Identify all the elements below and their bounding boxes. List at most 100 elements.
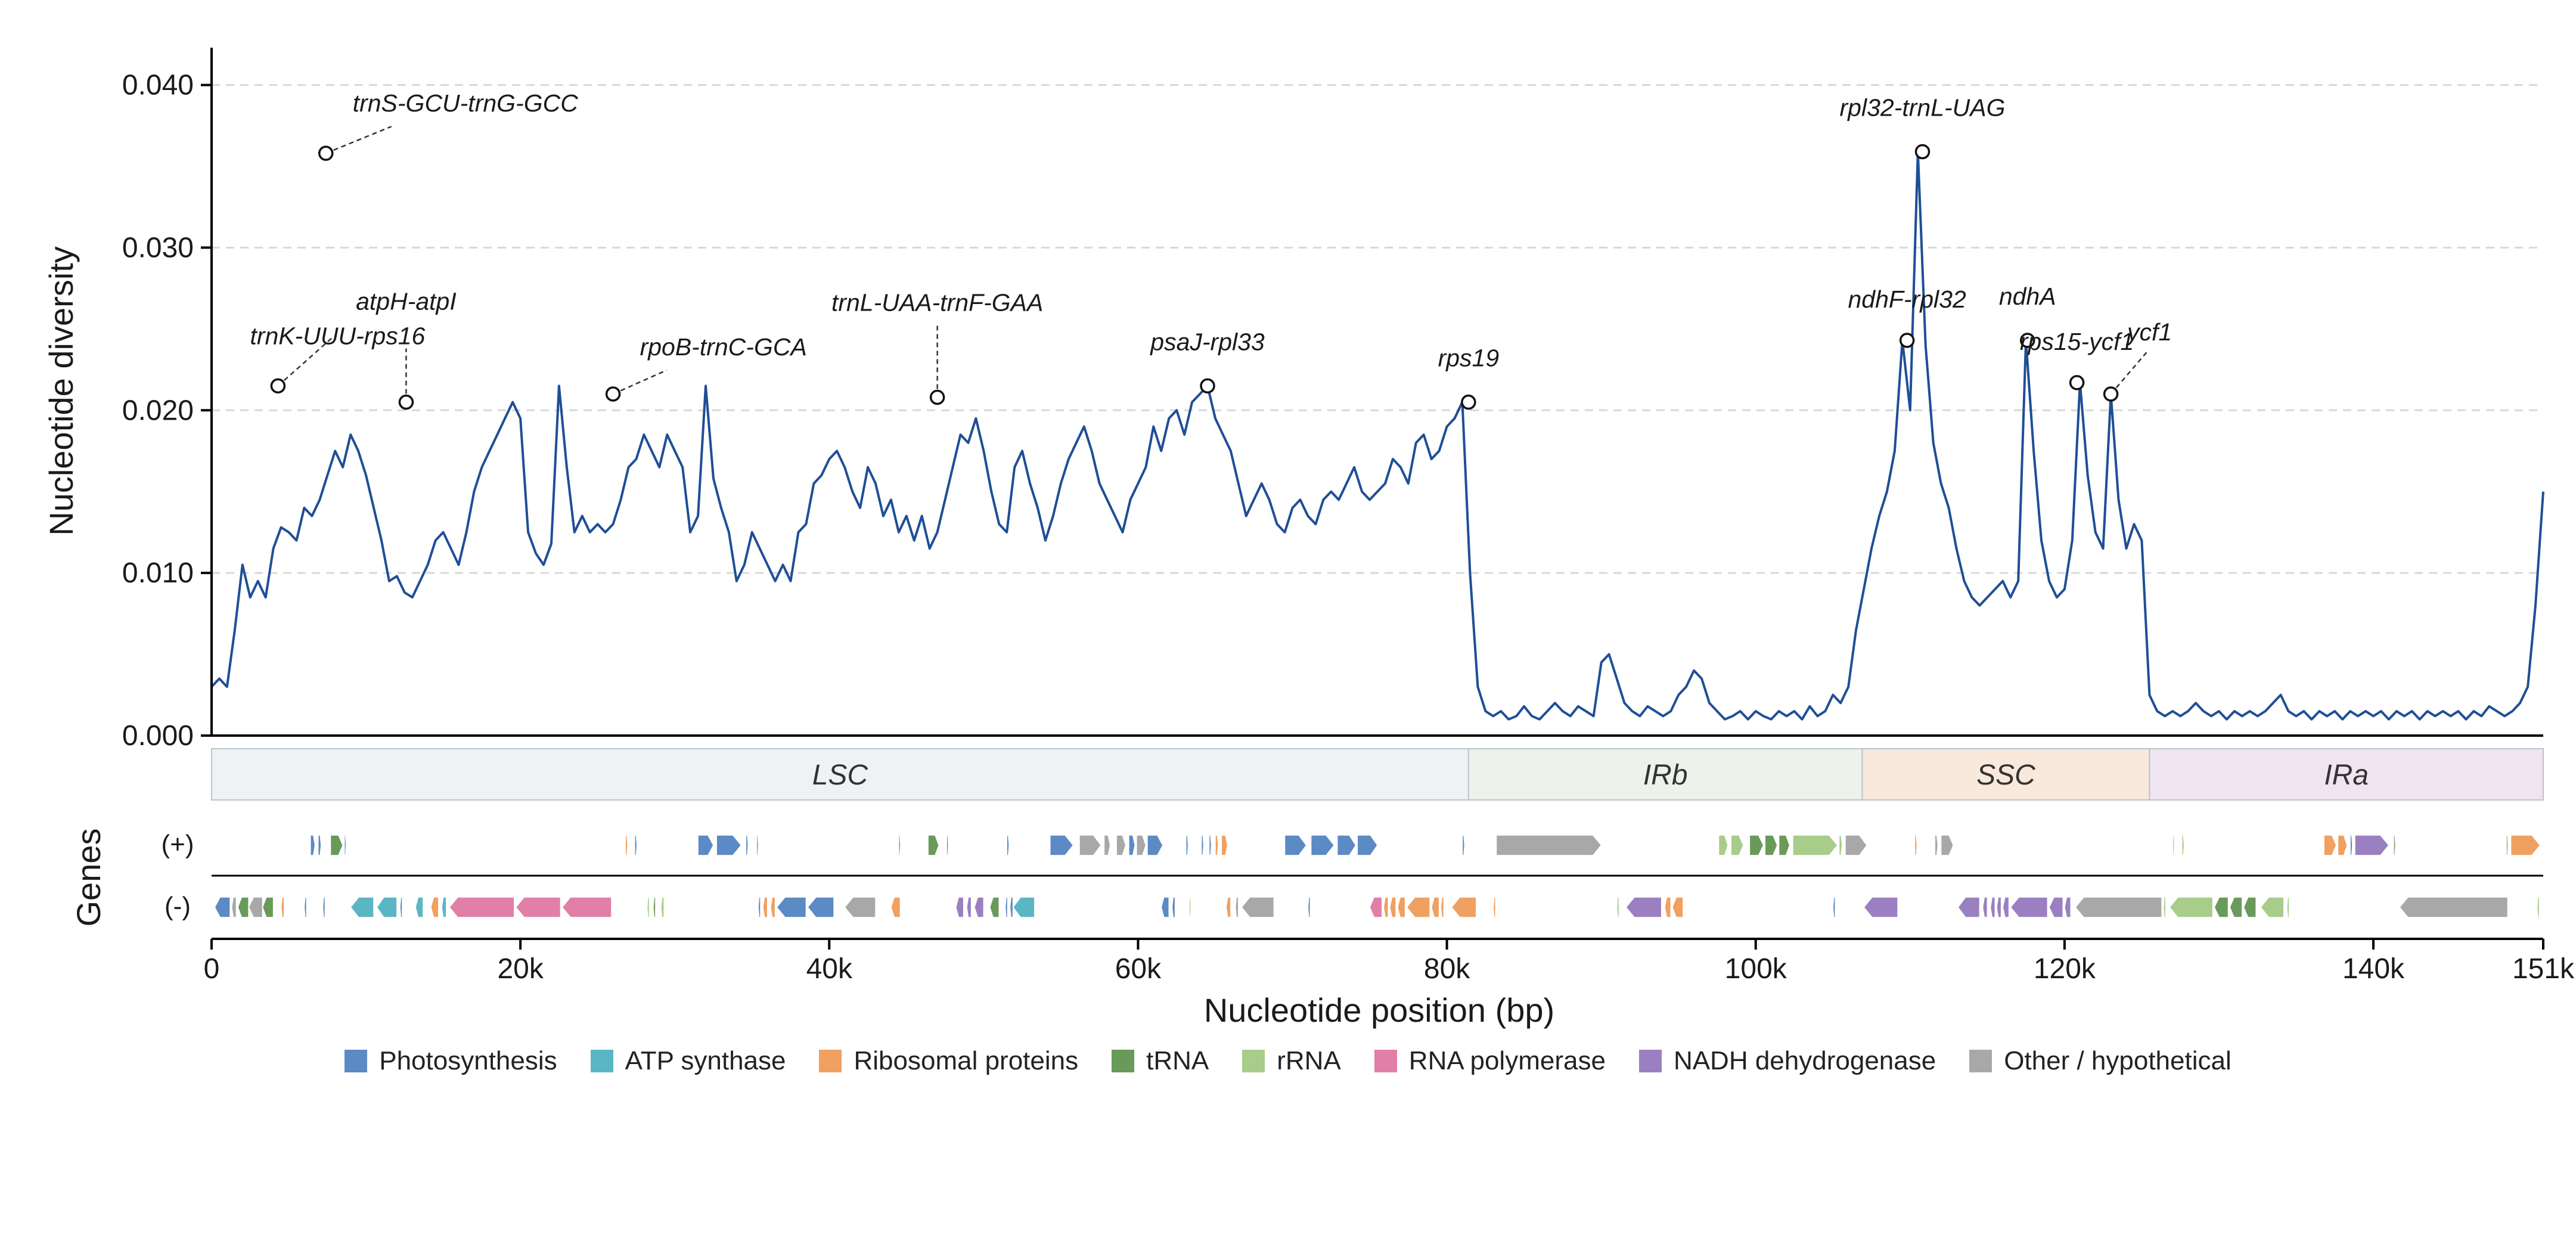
gene-block xyxy=(1307,897,1311,918)
gene-block xyxy=(2350,835,2353,856)
gene-block xyxy=(2536,897,2540,918)
gene-block xyxy=(1215,835,1219,856)
gene-block xyxy=(2162,897,2167,918)
region-band xyxy=(211,748,1469,801)
gene-block xyxy=(344,835,347,856)
peak-label: rpoB-trnC-GCA xyxy=(640,333,807,361)
peak-label: ndhF-rpl32 xyxy=(1848,286,1966,313)
x-tick-label: 120k xyxy=(2034,953,2096,985)
gene-block xyxy=(1234,897,1239,918)
gene-block xyxy=(441,897,447,918)
x-tick-label: 40k xyxy=(806,953,853,985)
gene-block xyxy=(1128,835,1136,856)
peak-marker xyxy=(1461,394,1476,410)
genes-axis-title: Genes xyxy=(70,829,107,927)
gene-block xyxy=(1940,835,1954,856)
gene-block xyxy=(330,835,344,856)
peak-marker xyxy=(929,389,945,405)
legend-label: ATP synthase xyxy=(625,1046,786,1075)
legend-swatch xyxy=(1969,1050,1992,1072)
gene-block xyxy=(974,897,985,918)
gene-block xyxy=(1730,835,1744,856)
peak-label: trnS-GCU-trnG-GCC xyxy=(353,89,579,117)
gene-block xyxy=(1934,835,1939,856)
gene-block xyxy=(376,897,398,918)
peak-marker xyxy=(2069,375,2085,390)
region-label: LSC xyxy=(812,759,868,791)
gene-block xyxy=(2354,835,2389,856)
gene-block xyxy=(1284,835,1307,856)
gene-block xyxy=(1832,897,1836,918)
y-tick-label: 0.010 xyxy=(122,557,194,589)
gene-block xyxy=(1778,835,1790,856)
gene-block xyxy=(890,897,901,918)
y-tick-label: 0.040 xyxy=(122,70,194,101)
gene-block xyxy=(1357,835,1378,856)
legend-item: Photosynthesis xyxy=(344,1046,557,1076)
gene-block xyxy=(1495,835,1602,856)
gene-block xyxy=(1718,835,1728,856)
peak-leader-line xyxy=(277,337,333,387)
strand-label-plus: (+) xyxy=(162,830,194,859)
gene-block xyxy=(1430,897,1440,918)
peak-label: rps15-ycf1 xyxy=(2020,328,2134,355)
gene-block xyxy=(989,897,1000,918)
region-label: IRb xyxy=(1643,759,1688,791)
x-tick-label: 100k xyxy=(1725,953,1787,985)
gene-block xyxy=(1914,835,1918,856)
gene-block xyxy=(955,897,964,918)
legend-swatch xyxy=(1374,1050,1397,1072)
x-axis-title: Nucleotide position (bp) xyxy=(1204,991,1554,1029)
grid-lines xyxy=(212,84,2543,574)
gene-block xyxy=(745,835,749,856)
gene-block xyxy=(248,897,263,918)
y-tick-label: 0.020 xyxy=(122,395,194,426)
gene-block xyxy=(2214,897,2229,918)
gene-block xyxy=(318,835,322,856)
gene-block xyxy=(1225,897,1231,918)
gene-block xyxy=(653,897,656,918)
peak-marker xyxy=(1200,378,1215,394)
gene-block xyxy=(1336,835,1357,856)
gene-block xyxy=(2286,897,2290,918)
legend-swatch xyxy=(590,1050,613,1072)
strand-label-minus: (-) xyxy=(165,892,191,921)
legend-swatch xyxy=(1638,1050,1662,1072)
x-tick-label: 60k xyxy=(1115,953,1162,985)
gene-block xyxy=(716,835,742,856)
peak-annotations: trnK-UUU-rps16 trnS-GCU-trnG-GCC atpH-atpI… xyxy=(250,89,2172,410)
gene-block xyxy=(844,897,876,918)
peak-marker xyxy=(1914,144,1931,160)
gene-block xyxy=(1079,835,1102,856)
peak-marker xyxy=(270,378,286,394)
gene-block xyxy=(776,897,807,918)
legend-swatch xyxy=(344,1050,368,1072)
gene-block xyxy=(2506,835,2509,856)
y-axis-title: Nucleotide diversity xyxy=(42,246,80,536)
peak-label: ycf1 xyxy=(2125,318,2172,346)
region-label: SSC xyxy=(1976,759,2035,791)
gene-block xyxy=(1845,835,1868,856)
gene-block xyxy=(237,897,249,918)
gene-block xyxy=(2075,897,2162,918)
legend-item: RNA polymerase xyxy=(1374,1046,1606,1076)
gene-block xyxy=(1369,897,1383,918)
gene-block xyxy=(1208,835,1212,856)
gene-block xyxy=(561,897,612,918)
gene-block xyxy=(2064,897,2071,918)
gene-block xyxy=(2172,835,2175,856)
gene-block xyxy=(1625,897,1662,918)
gene-block xyxy=(2510,835,2541,856)
legend-label: Other / hypothetical xyxy=(2004,1046,2232,1075)
peak-label: trnK-UUU-rps16 xyxy=(250,322,425,349)
gene-block xyxy=(280,897,285,918)
peak-leader-line xyxy=(2110,352,2147,395)
legend-swatch xyxy=(1112,1050,1135,1072)
peak-label: trnL-UAA-trnF-GAA xyxy=(831,289,1043,316)
x-tick-label: 151k xyxy=(2512,953,2575,985)
gene-block xyxy=(1006,835,1010,856)
legend-item: NADH dehydrogenase xyxy=(1638,1046,1936,1076)
gene-block xyxy=(1492,897,1496,918)
